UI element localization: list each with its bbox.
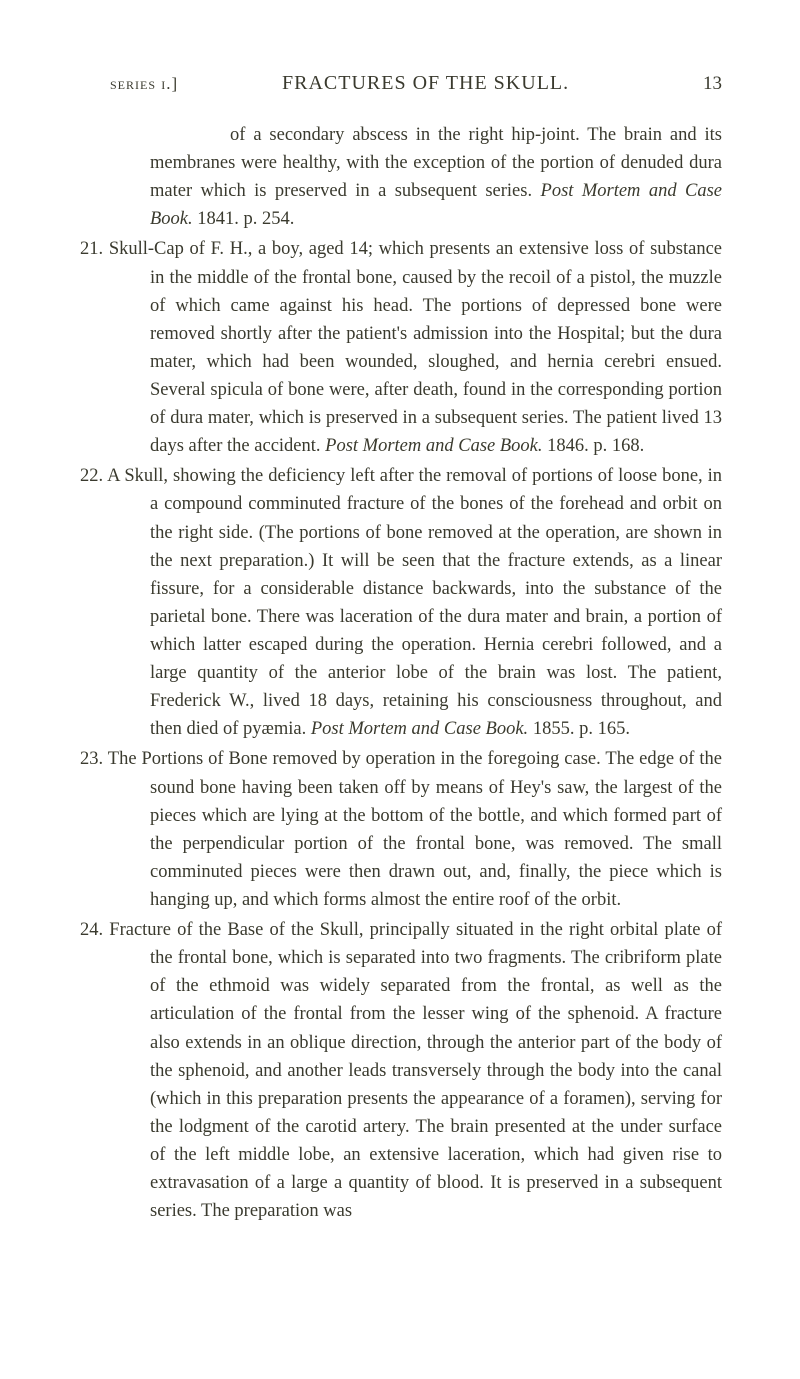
entry: 24. Fracture of the Base of the Skull, p… <box>110 916 722 1225</box>
italic-text: Post Mortem and Case Book. <box>311 719 528 739</box>
entry-number: 21. <box>80 239 109 259</box>
entry-text: 24. Fracture of the Base of the Skull, p… <box>110 916 722 1225</box>
body-text: The Portions of Bone removed by operatio… <box>108 749 722 910</box>
body-text: A Skull, showing the deficiency left aft… <box>107 466 722 739</box>
italic-text: Post Mortem and Case Book. <box>325 436 542 456</box>
entry-number: 22. <box>80 466 107 486</box>
entry-number: 23. <box>80 749 108 769</box>
page-title: FRACTURES OF THE SKULL. <box>148 72 703 95</box>
body-text: 1855. p. 165. <box>528 719 630 739</box>
body-text: Fracture of the Base of the Skull, princ… <box>109 920 722 1221</box>
entry: 21. Skull-Cap of F. H., a boy, aged 14; … <box>110 235 722 460</box>
entry-number: 24. <box>80 920 109 940</box>
entry-text: 23. The Portions of Bone removed by oper… <box>110 745 722 914</box>
page-number: 13 <box>703 73 722 95</box>
entry: of a secondary abscess in the right hip-… <box>110 121 722 233</box>
entries-container: of a secondary abscess in the right hip-… <box>110 121 722 1225</box>
entry-text: 21. Skull-Cap of F. H., a boy, aged 14; … <box>110 235 722 460</box>
body-text: 1841. p. 254. <box>193 209 295 229</box>
body-text: Skull-Cap of F. H., a boy, aged 14; whic… <box>109 239 722 456</box>
body-text: 1846. p. 168. <box>543 436 645 456</box>
entry-text: of a secondary abscess in the right hip-… <box>110 121 722 233</box>
entry: 23. The Portions of Bone removed by oper… <box>110 745 722 914</box>
entry-text: 22. A Skull, showing the deficiency left… <box>110 462 722 743</box>
entry: 22. A Skull, showing the deficiency left… <box>110 462 722 743</box>
